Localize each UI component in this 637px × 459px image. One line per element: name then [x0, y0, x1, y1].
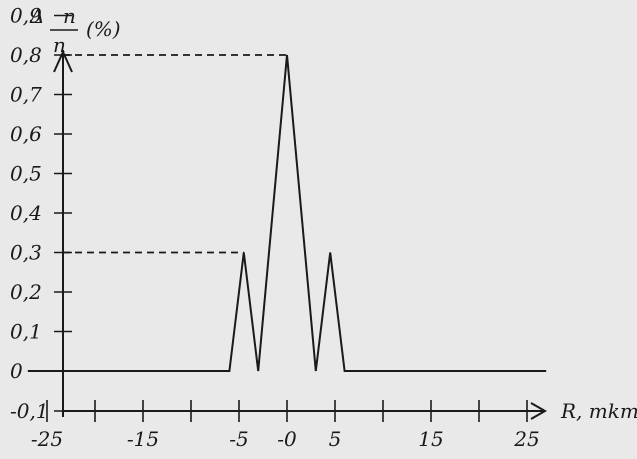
x-tick-label: -5: [229, 427, 248, 451]
x-tick-label: 25: [513, 427, 539, 451]
y-tick-label: 0,8: [10, 43, 42, 67]
y-tick-label: 0,5: [10, 162, 42, 186]
y-tick-label: 0,2: [10, 280, 42, 304]
y-axis-label-unit: (%): [86, 17, 121, 41]
y-tick-label: 0,1: [10, 320, 42, 344]
y-tick-label: 0,3: [10, 241, 42, 265]
x-tick-label: -0: [277, 427, 297, 451]
y-tick-label: 0,9: [10, 4, 42, 28]
y-tick-label: -0,1: [10, 399, 49, 423]
x-tick-label: -25: [31, 427, 63, 451]
y-axis-label-numerator: n: [63, 4, 76, 28]
y-tick-label: 0,7: [10, 83, 42, 107]
x-axis-label: R, mkm: [560, 399, 637, 423]
y-tick-label: 0,6: [10, 122, 42, 146]
x-tick-label: -15: [127, 427, 159, 451]
y-axis-label-denominator: n: [53, 33, 66, 57]
y-axis-label-delta: Δ: [29, 4, 44, 28]
y-tick-label: 0: [10, 359, 23, 383]
x-tick-label: 15: [418, 427, 443, 451]
x-axis-arrow: [530, 402, 548, 420]
x-tick-label: 5: [329, 427, 342, 451]
y-axis-arrow: [53, 49, 73, 73]
data-line: [27, 54, 547, 372]
y-tick-label: 0,4: [10, 201, 42, 225]
